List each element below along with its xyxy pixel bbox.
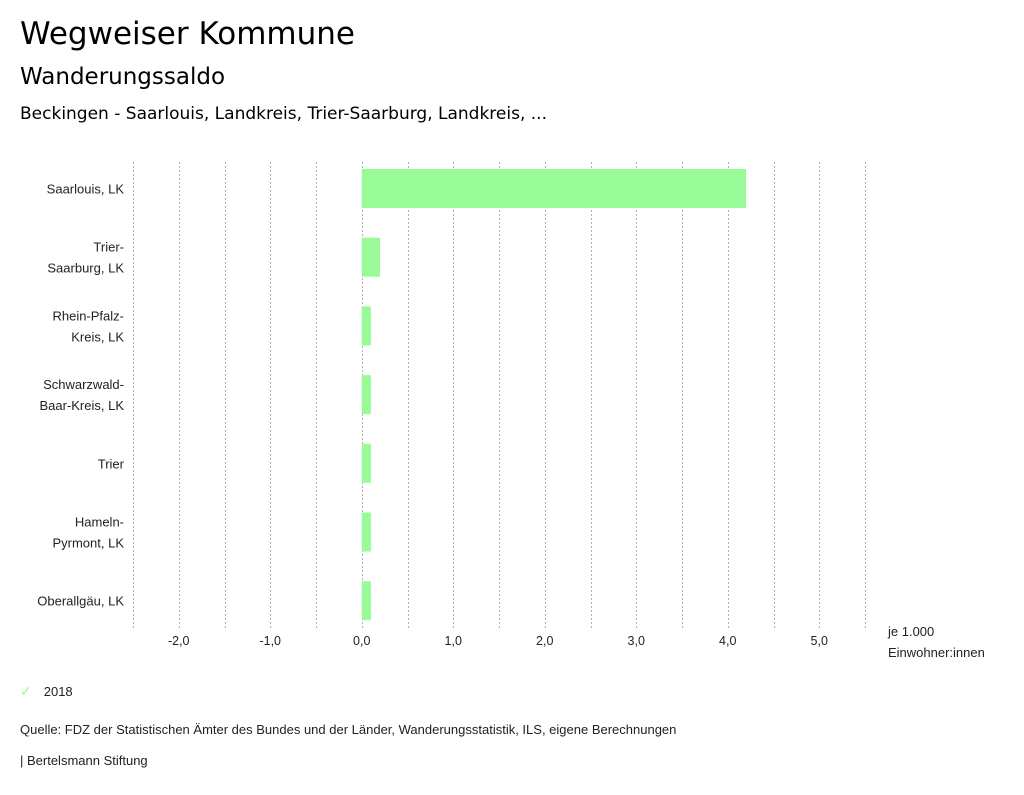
bar[interactable]	[361, 375, 371, 415]
bar[interactable]	[361, 443, 371, 483]
x-axis-unit-line-2: Einwohner:innen	[888, 645, 985, 660]
bar[interactable]	[361, 581, 371, 621]
region-selection: Beckingen - Saarlouis, Landkreis, Trier-…	[20, 104, 547, 124]
legend-label: 2018	[43, 684, 73, 699]
brand-note: | Bertelsmann Stiftung	[20, 753, 148, 768]
y-axis-labels: Saarlouis, LK Trier- Saarburg, LK Rhein-Pfa…	[37, 182, 124, 609]
x-tick-label: 4,0	[719, 634, 736, 648]
x-axis-unit-line-1: je 1.000	[888, 624, 935, 639]
x-tick-label: 3,0	[628, 634, 645, 648]
y-tick-label: Trier	[98, 456, 125, 471]
bar[interactable]	[361, 237, 381, 277]
y-tick-label: Kreis, LK	[71, 329, 124, 344]
bars	[361, 169, 747, 621]
chart-subtitle: Wanderungssaldo	[20, 64, 226, 90]
bar-chart: Saarlouis, LK Trier- Saarburg, LK Rhein-Pfa…	[37, 162, 866, 648]
y-tick-label: Oberallgäu, LK	[37, 594, 124, 609]
x-axis-labels: -2,0 -1,0 0,0 1,0 2,0 3,0 4,0 5,0	[168, 634, 828, 648]
x-tick-label: -1,0	[259, 634, 281, 648]
y-tick-label: Pyrmont, LK	[52, 536, 124, 551]
page-title: Wegweiser Kommune	[20, 16, 355, 52]
y-tick-label: Trier-	[93, 240, 124, 255]
x-axis-unit: je 1.000 Einwohner:innen	[888, 621, 985, 663]
legend-item-2018[interactable]: ✓ 2018	[20, 683, 73, 700]
grid-lines	[133, 162, 866, 628]
x-tick-label: -2,0	[168, 634, 190, 648]
bar[interactable]	[361, 169, 747, 208]
y-tick-label: Saarlouis, LK	[47, 182, 125, 197]
x-tick-label: 0,0	[353, 634, 370, 648]
y-tick-label: Saarburg, LK	[47, 261, 124, 276]
x-tick-label: 1,0	[445, 634, 462, 648]
check-icon: ✓	[20, 683, 32, 699]
y-tick-label: Schwarzwald-	[43, 377, 124, 392]
x-tick-label: 2,0	[536, 634, 553, 648]
bar[interactable]	[361, 512, 371, 552]
y-tick-label: Rhein-Pfalz-	[52, 308, 124, 323]
source-note: Quelle: FDZ der Statistischen Ämter des …	[20, 722, 677, 737]
y-tick-label: Hameln-	[75, 515, 124, 530]
x-tick-label: 5,0	[811, 634, 828, 648]
bar[interactable]	[361, 306, 371, 346]
y-tick-label: Baar-Kreis, LK	[39, 398, 124, 413]
